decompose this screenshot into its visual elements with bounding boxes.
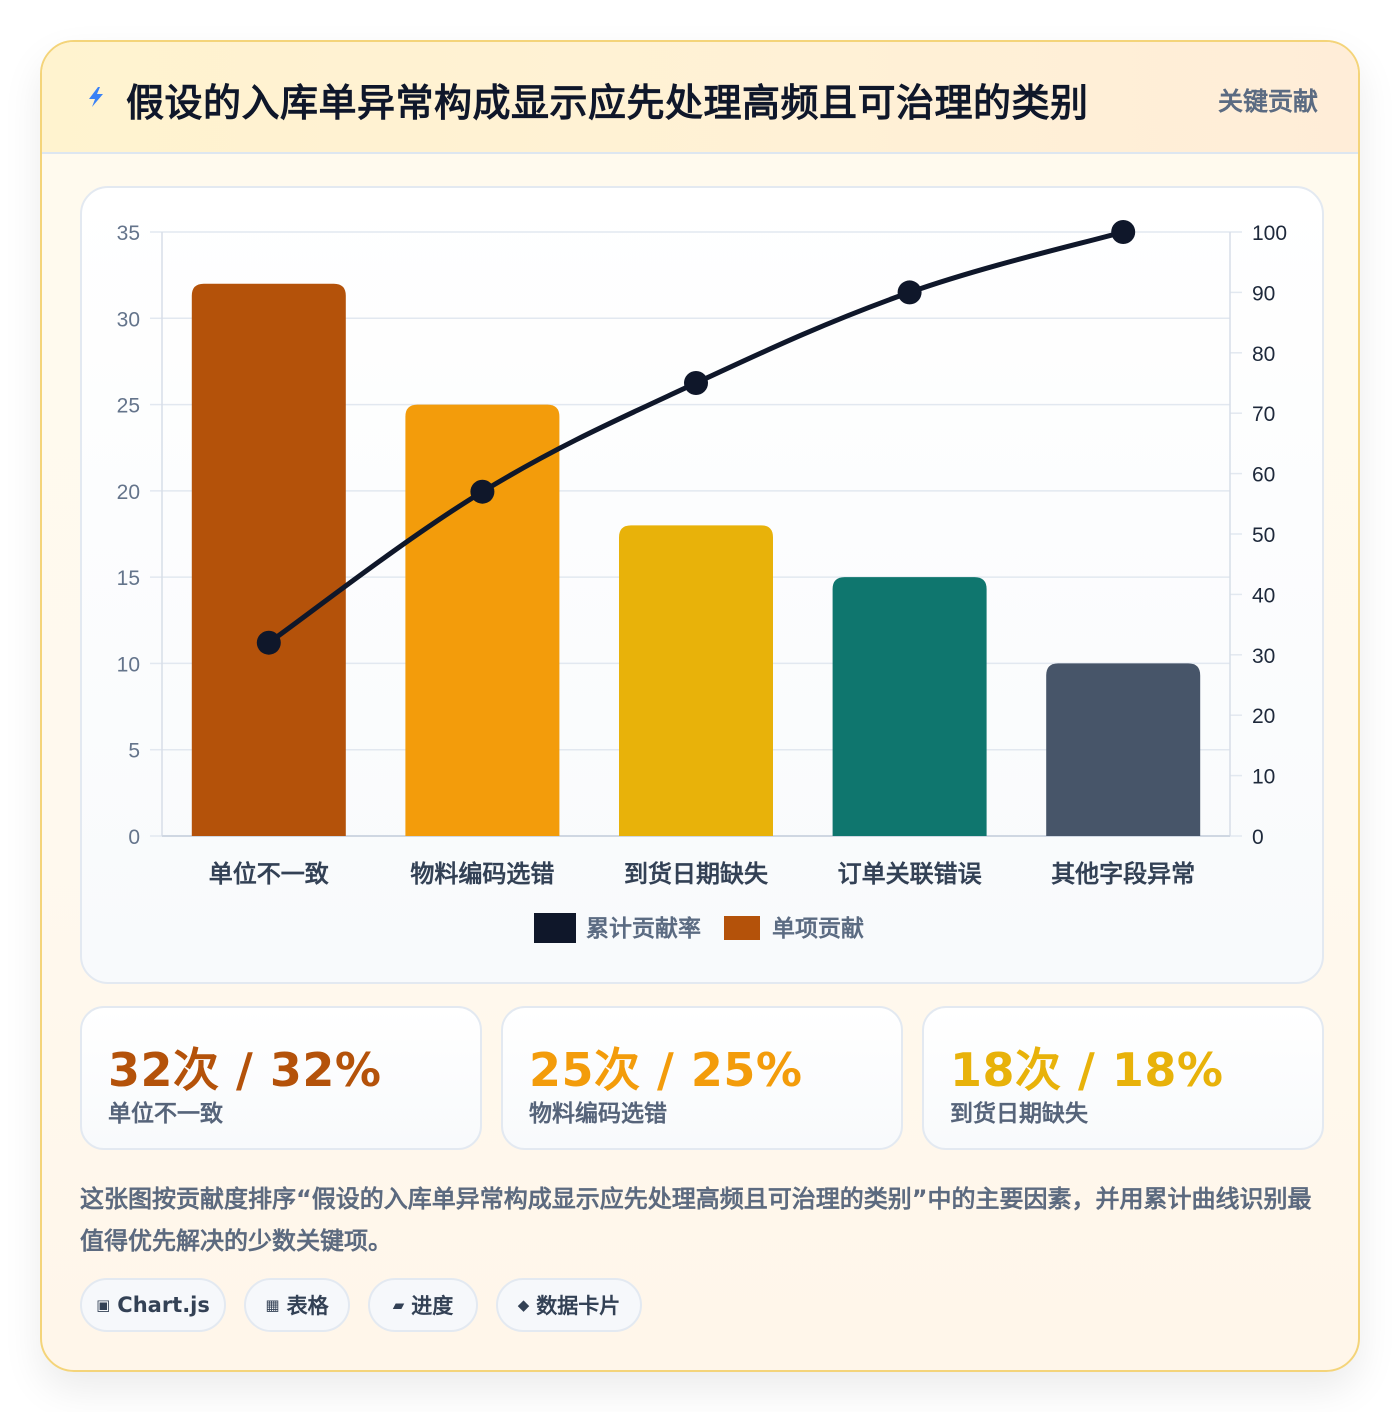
bar: [832, 577, 987, 836]
bar: [1046, 663, 1201, 836]
legend-swatch-single: [724, 916, 760, 940]
stat-card-3: 18次 / 18% 到货日期缺失: [922, 1006, 1324, 1150]
page-title: 假设的入库单异常构成显示应先处理高频且可治理的类别: [126, 81, 1089, 125]
y-left-tick-label: 10: [117, 653, 140, 676]
stat-label: 单位不一致: [108, 1101, 223, 1127]
cumulative-point: [470, 479, 495, 504]
y-right-tick-label: 10: [1252, 766, 1275, 789]
table-icon: ▦: [265, 1296, 280, 1314]
cumulative-point: [897, 280, 922, 305]
y-right-tick-label: 90: [1252, 282, 1275, 305]
stat-label: 到货日期缺失: [950, 1101, 1088, 1127]
y-right-tick-label: 30: [1252, 645, 1275, 668]
chip-chartjs[interactable]: ▣ Chart.js: [80, 1278, 226, 1332]
stat-value: 25次 / 25%: [529, 1043, 803, 1097]
stat-card-2: 25次 / 25% 物料编码选错: [501, 1006, 903, 1150]
y-left-tick-label: 25: [117, 395, 140, 418]
stat-value: 32次 / 32%: [108, 1043, 382, 1097]
stat-card-1: 32次 / 32% 单位不一致: [80, 1006, 482, 1150]
y-left-tick-label: 0: [128, 826, 140, 849]
chip-progress[interactable]: ▰ 进度: [368, 1278, 478, 1332]
main-card: 假设的入库单异常构成显示应先处理高频且可治理的类别 关键贡献 0 5 10 15 20 2…: [40, 40, 1360, 1372]
y-left-tick-label: 30: [117, 308, 140, 331]
cumulative-point: [1111, 220, 1136, 244]
chip-table[interactable]: ▦ 表格: [244, 1278, 350, 1332]
chip-label: 表格: [286, 1294, 329, 1318]
progress-icon: ▰: [392, 1296, 405, 1314]
card-header: 假设的入库单异常构成显示应先处理高频且可治理的类别 关键贡献: [42, 42, 1358, 154]
x-tick-label: 单位不一致: [209, 860, 330, 888]
y-right-tick-label: 100: [1252, 222, 1287, 245]
chip-data-card[interactable]: ◆ 数据卡片: [496, 1278, 642, 1332]
legend-label-cumulative: 累计贡献率: [586, 915, 701, 942]
diamond-icon: ◆: [517, 1296, 530, 1314]
chip-label: Chart.js: [117, 1293, 210, 1317]
y-left-tick-label: 15: [117, 567, 140, 590]
bar: [191, 283, 346, 836]
y-right-tick-label: 60: [1252, 464, 1275, 487]
y-right-tick-label: 40: [1252, 584, 1275, 607]
x-tick-label: 到货日期缺失: [624, 860, 769, 888]
x-tick-label: 物料编码选错: [410, 860, 554, 888]
stat-value: 18次 / 18%: [950, 1043, 1224, 1097]
y-left-tick-label: 35: [117, 222, 140, 245]
x-tick-label: 其他字段异常: [1051, 860, 1195, 888]
chip-label: 数据卡片: [536, 1294, 621, 1318]
y-right-tick-label: 20: [1252, 705, 1275, 728]
y-right-tick-label: 50: [1252, 524, 1275, 547]
bar: [619, 525, 773, 836]
frame-icon: ▣: [96, 1296, 111, 1314]
legend-swatch-cumulative: [534, 913, 576, 943]
pareto-chart: 0 5 10 15 20 25 30 35 0 10 20 30 40 50 60 70 80 90 100 单位不一…: [117, 220, 1287, 943]
x-tick-label: 订单关联错误: [838, 860, 983, 888]
lightning-icon: [89, 87, 103, 107]
stat-label: 物料编码选错: [529, 1101, 667, 1127]
y-right-tick-label: 70: [1252, 403, 1275, 426]
header-tag: 关键贡献: [1217, 87, 1318, 116]
cumulative-point: [684, 371, 708, 395]
y-right-tick-label: 0: [1252, 826, 1264, 849]
cumulative-point: [256, 630, 281, 655]
chip-label: 进度: [411, 1294, 454, 1318]
y-left-tick-label: 5: [128, 740, 140, 763]
y-right-tick-label: 80: [1252, 343, 1275, 366]
legend-label-single: 单项贡献: [772, 916, 864, 942]
bar: [405, 404, 560, 836]
chart-description: 这张图按贡献度排序“假设的入库单异常构成显示应先处理高频且可治理的类别”中的主要…: [80, 1185, 1312, 1255]
y-left-tick-label: 20: [117, 481, 140, 504]
chart-panel: 0 5 10 15 20 25 30 35 0 10 20 30 40 50 60 70 80 90 100 单位不一…: [80, 186, 1324, 984]
